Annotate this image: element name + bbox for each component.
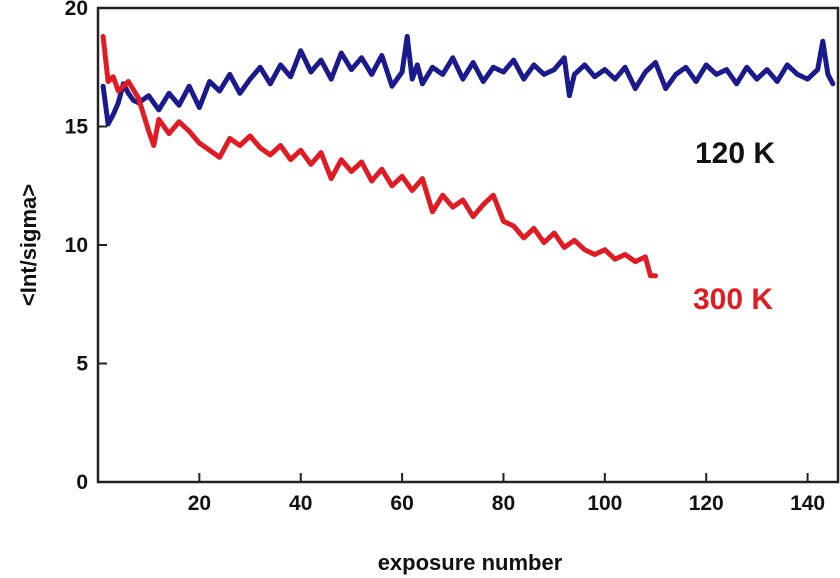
x-axis-title: exposure number [378, 550, 563, 575]
y-axis-title: <Int/sigma> [16, 184, 41, 306]
y-tick-label: 0 [76, 471, 88, 494]
x-tick-label: 120 [689, 492, 724, 515]
x-tick-label: 100 [587, 492, 622, 515]
series-line-1 [100, 33, 658, 279]
x-tick-label: 140 [790, 492, 825, 515]
series-label-300k: 300 K [693, 283, 773, 316]
series-line-0 [100, 33, 836, 127]
y-tick-label: 5 [76, 353, 88, 376]
x-axis-ticks: 20 40 60 80 100 120 140 [188, 473, 825, 515]
series-label-120k: 120 K [695, 137, 775, 170]
x-tick-label: 20 [188, 492, 211, 515]
y-axis-ticks: 0 5 10 15 20 [65, 0, 107, 494]
x-tick-label: 60 [390, 492, 413, 515]
y-tick-label: 15 [65, 116, 89, 139]
x-tick-label: 40 [289, 492, 312, 515]
x-tick-label: 80 [492, 492, 515, 515]
y-tick-label: 20 [65, 0, 88, 20]
y-tick-label: 10 [65, 234, 88, 257]
series-lines [100, 33, 836, 279]
